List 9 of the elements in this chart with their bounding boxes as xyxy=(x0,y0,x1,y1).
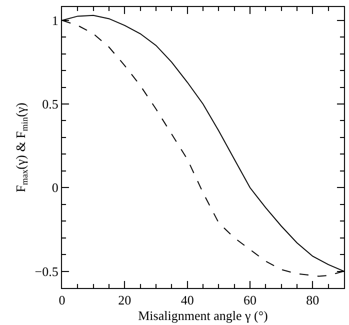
x-tick-label: 40 xyxy=(180,292,194,308)
y-tick-label: 1 xyxy=(52,12,58,28)
x-tick-label: 60 xyxy=(244,292,256,308)
y-tick-label: −0.5 xyxy=(34,264,58,279)
y-tick-label: 0.5 xyxy=(42,96,58,112)
x-axis-title: Misalignment angle γ (°) xyxy=(138,308,268,324)
x-tick-label: 20 xyxy=(118,292,132,308)
y-tick-label: 0 xyxy=(52,180,58,196)
x-tick-label: 80 xyxy=(306,292,320,308)
